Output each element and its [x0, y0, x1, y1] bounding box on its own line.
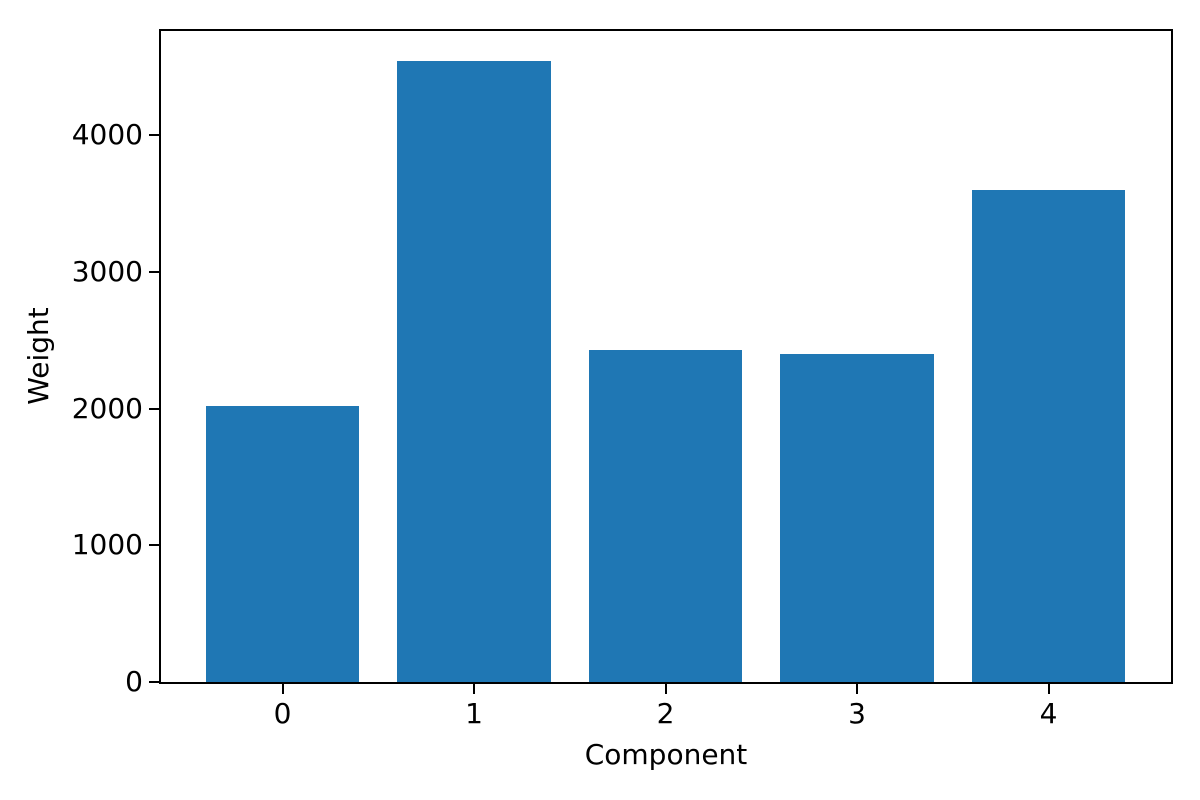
x-tick-label: 0: [273, 697, 292, 730]
y-tick-label: 1000: [71, 528, 143, 562]
y-tick-mark: [149, 544, 159, 547]
x-tick-mark: [473, 684, 475, 694]
y-axis-label: Weight: [22, 307, 55, 405]
x-tick-label: 3: [848, 697, 866, 730]
y-tick-label: 0: [125, 665, 143, 698]
y-tick-mark: [149, 681, 159, 683]
bar: [971, 190, 1126, 682]
x-tick-mark: [281, 684, 284, 694]
x-tick-mark: [856, 684, 858, 694]
y-tick-label: 3000: [71, 254, 143, 288]
y-tick-label: 2000: [71, 391, 143, 425]
y-tick-mark: [149, 270, 159, 273]
bar: [588, 350, 743, 682]
x-tick-mark: [1047, 684, 1050, 694]
bar: [780, 354, 934, 682]
x-tick-mark: [664, 684, 667, 694]
x-tick-label: 1: [465, 697, 483, 730]
x-tick-label: 4: [1039, 697, 1058, 730]
y-tick-mark: [149, 134, 159, 137]
plot-area: [159, 29, 1173, 684]
bar: [206, 406, 360, 682]
y-tick-label: 4000: [71, 118, 143, 152]
x-tick-label: 2: [656, 697, 675, 730]
x-axis-label: Component: [584, 738, 748, 771]
bar: [397, 61, 551, 682]
y-tick-mark: [149, 407, 159, 410]
